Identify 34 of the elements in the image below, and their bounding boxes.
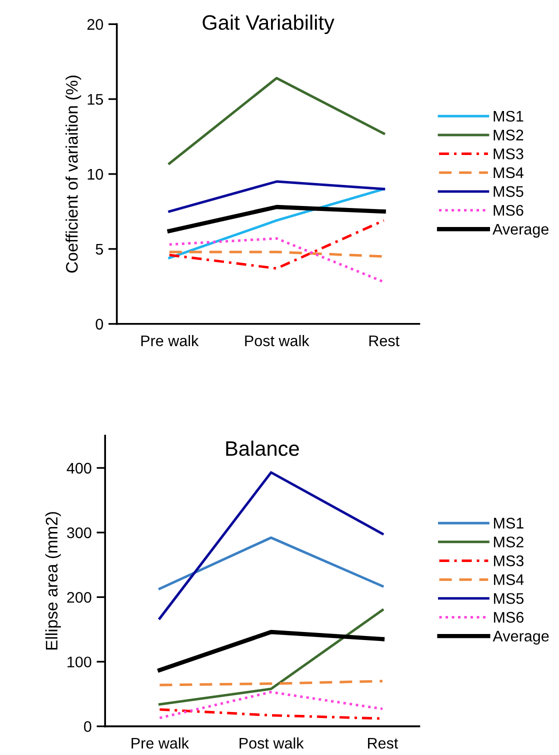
y-tick-label: 100 — [68, 656, 92, 668]
x-tick-label: Rest — [369, 336, 400, 346]
y-axis-title: Coefficient of variaition (%) — [66, 76, 82, 273]
y-tick-label: 20 — [87, 19, 104, 30]
legend-label: MS1 — [494, 110, 524, 122]
y-tick-label: 400 — [66, 462, 92, 474]
y-tick-label: 5 — [96, 244, 103, 255]
legend-label: Average — [492, 630, 549, 645]
x-tick-label: Pre walk — [141, 335, 199, 346]
legend-label: MS2 — [494, 536, 524, 548]
y-tick-label: 15 — [88, 94, 103, 105]
x-tick-label: Rest — [368, 738, 398, 749]
chart-title: Balance — [226, 440, 299, 456]
legend-label: MS3 — [494, 555, 524, 566]
legend-label: MS4 — [494, 574, 524, 586]
chart-title: Gait Variability — [202, 14, 334, 34]
y-tick-label: 200 — [67, 592, 92, 603]
legend-label: MS6 — [494, 612, 524, 623]
legend-label: MS2 — [494, 130, 524, 140]
x-tick-label: Post walk — [245, 335, 310, 346]
y-tick-label: 300 — [66, 527, 92, 538]
legend-label: MS3 — [494, 148, 524, 160]
x-tick-label: Post walk — [240, 737, 304, 749]
legend-label: MS4 — [494, 167, 524, 178]
legend-label: MS6 — [494, 204, 524, 216]
y-tick-label: 10 — [88, 168, 104, 180]
x-tick-label: Pre walk — [132, 737, 189, 749]
legend-label: Average — [492, 224, 548, 238]
legend-label: MS5 — [494, 593, 524, 604]
y-tick-label: 0 — [84, 721, 92, 732]
legend-label: MS1 — [494, 518, 524, 529]
y-axis-title: Ellipse area (mm2) — [45, 512, 61, 650]
legend-label: MS5 — [494, 186, 524, 197]
y-tick-label: 0 — [96, 318, 104, 330]
